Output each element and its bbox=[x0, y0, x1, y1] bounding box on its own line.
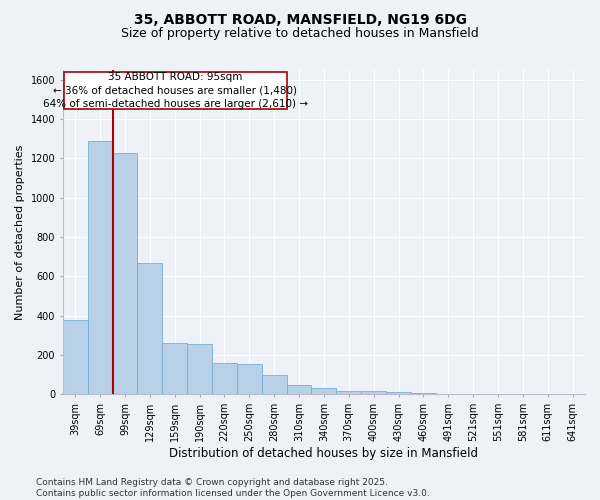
FancyBboxPatch shape bbox=[64, 72, 287, 110]
Text: 35 ABBOTT ROAD: 95sqm
← 36% of detached houses are smaller (1,480)
64% of semi-d: 35 ABBOTT ROAD: 95sqm ← 36% of detached … bbox=[43, 72, 308, 109]
Bar bbox=[137, 262, 162, 394]
Bar bbox=[311, 388, 337, 394]
Bar bbox=[411, 393, 436, 394]
Y-axis label: Number of detached properties: Number of detached properties bbox=[15, 144, 25, 320]
Bar bbox=[212, 363, 237, 394]
X-axis label: Distribution of detached houses by size in Mansfield: Distribution of detached houses by size … bbox=[169, 447, 478, 460]
Text: Size of property relative to detached houses in Mansfield: Size of property relative to detached ho… bbox=[121, 28, 479, 40]
Bar bbox=[287, 384, 311, 394]
Text: 35, ABBOTT ROAD, MANSFIELD, NG19 6DG: 35, ABBOTT ROAD, MANSFIELD, NG19 6DG bbox=[133, 12, 467, 26]
Bar bbox=[361, 391, 386, 394]
Bar bbox=[162, 344, 187, 394]
Bar bbox=[337, 391, 361, 394]
Bar bbox=[262, 375, 287, 394]
Bar bbox=[237, 364, 262, 394]
Bar bbox=[63, 320, 88, 394]
Bar bbox=[386, 392, 411, 394]
Text: Contains HM Land Registry data © Crown copyright and database right 2025.
Contai: Contains HM Land Registry data © Crown c… bbox=[36, 478, 430, 498]
Bar bbox=[88, 141, 113, 395]
Bar bbox=[113, 152, 137, 394]
Bar bbox=[187, 344, 212, 395]
